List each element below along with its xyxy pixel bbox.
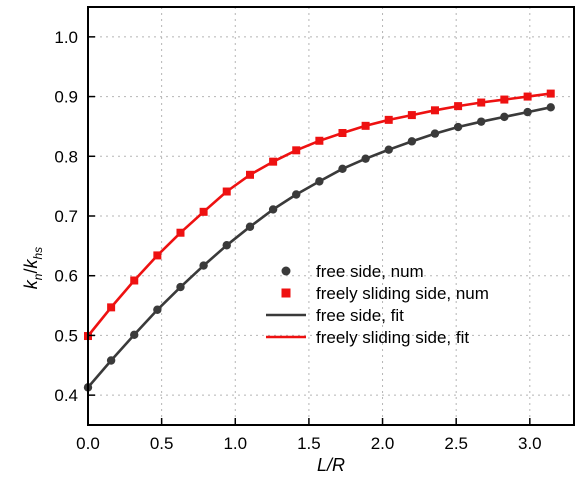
x-tick-label: 0.0 [76,434,100,453]
point-circle [130,330,139,340]
x-tick-label: 2.0 [371,434,395,453]
y-label-k1: k [21,279,41,289]
y-label-sub2: hs [31,247,45,260]
point-circle [546,103,555,112]
point-square [269,157,278,166]
point-circle [407,137,417,146]
point-circle [199,261,208,270]
point-square [384,115,393,124]
point-square [407,111,416,120]
y-tick-label: 0.4 [54,386,78,405]
point-square [523,92,532,101]
y-tick-label: 1.0 [54,28,78,47]
legend-label: freely sliding side, num [316,284,489,303]
point-circle [361,154,370,163]
point-circle [315,177,324,186]
point-circle [153,305,162,314]
y-label-k2: k [21,258,41,268]
legend: free side, num freely sliding side, num fr… [266,262,489,347]
point-square [315,136,324,145]
point-circle [430,129,440,138]
x-tick-label: 1.5 [297,434,321,453]
y-axis-label: kn/khs [21,247,45,289]
point-circle [477,117,486,126]
x-axis-label: L/R [317,455,345,475]
legend-swatch-circle [281,266,291,276]
point-square [199,207,208,216]
x-tick-label: 2.5 [444,434,468,453]
point-circle [268,205,278,214]
legend-label: free side, num [316,262,424,281]
y-tick-label: 0.5 [54,326,78,345]
point-circle [222,241,231,250]
point-square [500,95,509,104]
point-circle [292,190,301,199]
point-circle [245,222,255,231]
y-tick-label: 0.8 [54,147,78,166]
point-square [430,106,439,115]
x-tick-label: 3.0 [518,434,542,453]
x-tick-label: 1.0 [223,434,247,453]
legend-label: free side, fit [316,306,404,325]
point-circle [106,356,116,365]
plot-background [88,7,574,425]
axis-ticks: 0.0 0.5 1.0 1.5 2.0 2.5 3.0 0.4 0.5 0.6 0.7 0.8 0.9 1… [54,28,541,453]
y-tick-label: 0.6 [54,267,78,286]
y-tick-label: 0.9 [54,88,78,107]
y-label-sub1: n [31,273,45,280]
x-tick-label: 0.5 [150,434,174,453]
point-square [153,251,162,260]
point-circle [384,145,393,154]
point-circle [523,107,532,117]
point-square [477,98,486,107]
point-square [130,276,139,285]
point-square [292,146,301,155]
point-circle [453,122,463,132]
point-circle [338,164,347,174]
point-square [246,170,254,179]
point-square [222,187,231,196]
point-square [338,128,347,137]
point-square [176,228,185,237]
point-circle [176,282,185,292]
point-circle [500,112,509,122]
point-square [546,89,555,98]
y-label-slash: / [21,268,41,273]
point-square [361,121,370,130]
legend-label: freely sliding side, fit [316,328,469,347]
legend-swatch-square [281,288,291,298]
y-tick-label: 0.7 [54,207,78,226]
point-square [454,102,463,111]
data-markers [83,89,555,392]
point-square [107,303,116,312]
